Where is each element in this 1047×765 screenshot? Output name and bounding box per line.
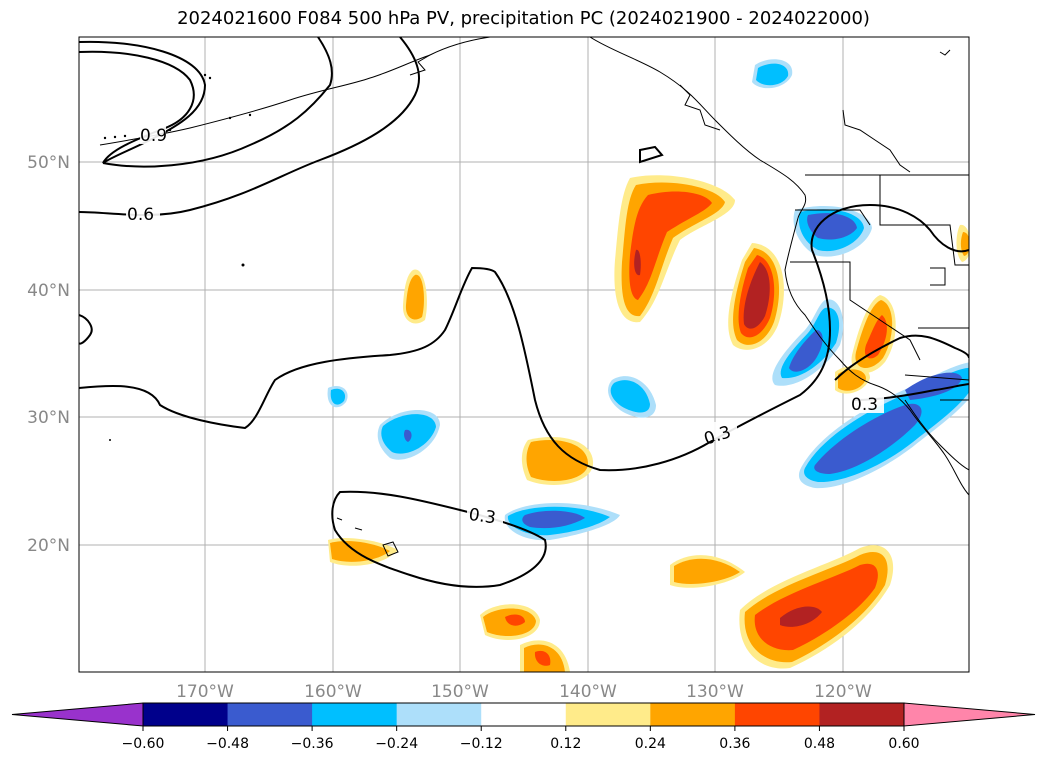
gridlines [79,37,969,672]
colorbar-box [650,703,736,726]
colorbar-label: −0.36 [291,736,334,752]
lon-label-170: 170°W [176,682,234,702]
colorbar-box [312,703,398,726]
precip-blob-north-plume [614,175,735,323]
colorbar-label: 0.48 [804,736,835,752]
lon-label-160: 160°W [304,682,362,702]
precip-blob-trop-mid [670,555,745,588]
colorbar-label: −0.48 [206,736,249,752]
colorbar: −0.60 −0.48 −0.36 −0.24 −0.12 0.12 0.24 0.36 0.4… [11,702,1036,752]
precip-blob-oregon-neg [793,206,872,257]
contour-label-0.3-south: 0.3 [467,505,497,529]
lon-label-120: 120°W [814,682,872,702]
map-title: 2024021600 F084 500 hPa PV, precipitatio… [177,8,870,29]
precip-blob-trop-east [739,545,894,669]
colorbar-label: −0.60 [122,736,165,752]
coastlines [99,37,969,557]
lat-label-20: 20°N [27,536,70,556]
colorbar-label: −0.12 [460,736,503,752]
colorbar-box [143,703,229,726]
lat-label-40: 40°N [27,281,70,301]
colorbar-extend-max [903,702,1036,727]
contour-label-0.9: 0.9 [140,126,167,146]
lat-label-50: 50°N [27,153,70,173]
colorbar-label: 0.24 [635,736,666,752]
contour-label-0.6: 0.6 [127,205,154,225]
colorbar-label: 0.60 [888,736,919,752]
contour-labels: 0.9 0.6 0.3 0.3 0.3 [126,126,884,528]
lon-label-130: 130°W [686,682,744,702]
pv-contours [79,37,969,588]
lat-label-30: 30°N [27,408,70,428]
precip-shading [327,59,969,672]
precip-blob-mid-north [402,269,427,324]
precip-blob-hawaii [328,538,398,566]
plot-border [78,36,970,673]
colorbar-label: 0.12 [550,736,581,752]
colorbar-box [819,703,905,726]
precip-blob-hawaii-ne [504,502,620,541]
colorbar-box [481,703,567,726]
contour-label-0.3-baja: 0.3 [851,395,878,415]
colorbar-box [734,703,820,726]
lon-label-140: 140°W [559,682,617,702]
colorbar-extend-min [11,702,144,727]
precip-blob-south [480,604,570,672]
precip-blob-california [728,243,784,350]
precip-blob-east-neg [608,376,656,418]
lon-label-150: 150°W [431,682,489,702]
colorbar-box [565,703,651,726]
colorbar-box [396,703,482,726]
lat-axis: 50°N 40°N 30°N 20°N [27,153,70,556]
colorbar-label: 0.36 [719,736,750,752]
colorbar-label: −0.24 [375,736,418,752]
colorbar-outline [142,702,905,727]
precip-blob-nevada-pos [835,295,896,394]
precip-blob-subtrop [521,437,594,485]
colorbar-box [227,703,313,726]
precip-blob-mid-neg [327,385,440,460]
precip-blob-cencal-neg [772,299,844,386]
precip-blob-alaska-neg [752,59,793,89]
lon-axis: 170°W 160°W 150°W 140°W 130°W 120°W [176,682,872,702]
